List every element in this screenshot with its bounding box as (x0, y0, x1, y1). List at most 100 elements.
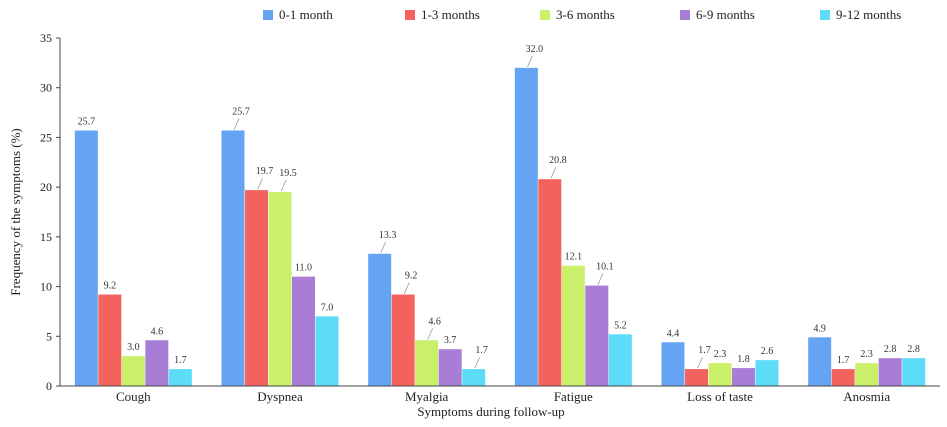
y-tick-label: 25 (40, 130, 52, 144)
data-label: 1.7 (475, 345, 488, 356)
data-label: 19.7 (256, 166, 274, 177)
data-label: 25.7 (232, 106, 250, 117)
x-axis-title: Symptoms during follow-up (417, 404, 564, 419)
data-label: 3.0 (127, 342, 140, 353)
data-label: 25.7 (78, 116, 96, 127)
data-label: 2.6 (761, 346, 774, 357)
legend-item: 1-3 months (405, 7, 480, 22)
label-leader (257, 177, 263, 190)
legend-label: 0-1 month (279, 7, 333, 22)
legend-label: 9-12 months (836, 7, 901, 22)
x-tick-label: Anosmia (843, 389, 890, 404)
bar (168, 369, 192, 386)
data-label: 4.6 (151, 326, 164, 337)
y-tick-label: 15 (40, 230, 52, 244)
data-label: 7.0 (321, 302, 334, 313)
bar (292, 276, 315, 386)
y-tick-label: 10 (40, 280, 52, 294)
bar (391, 294, 415, 386)
y-tick-label: 20 (40, 180, 52, 194)
bar (808, 337, 832, 386)
label-leader (403, 282, 410, 294)
data-label: 2.3 (714, 349, 727, 360)
bar (121, 356, 145, 386)
label-leader (527, 55, 533, 67)
y-axis: 0 5 10 15 20 25 30 35 (40, 31, 61, 393)
data-label: 20.8 (549, 155, 567, 166)
x-tick-label: Fatigue (554, 389, 593, 404)
data-label: 10.1 (596, 262, 614, 273)
data-label: 11.0 (295, 263, 312, 274)
data-label: 1.7 (837, 355, 850, 366)
legend-swatch (820, 10, 830, 20)
bar (708, 363, 732, 386)
label-leader (280, 179, 287, 192)
bar (608, 334, 632, 386)
data-label: 1.7 (698, 345, 711, 356)
label-leader (233, 118, 240, 130)
x-tick-label: Loss of taste (687, 389, 753, 404)
bars (74, 67, 926, 386)
x-axis: Cough Dyspnea Myalgia Fatigue Loss of taste A… (60, 385, 940, 404)
data-label: 4.6 (428, 316, 441, 327)
legend-item: 9-12 months (820, 7, 901, 22)
label-leader (380, 241, 387, 253)
bar (221, 130, 245, 386)
data-labels: 25.7 9.2 3.0 4.6 1.7 25.7 19.7 19.5 11.0 7.0 13.3 9… (78, 44, 920, 366)
legend-swatch (405, 10, 415, 20)
bar (145, 340, 169, 386)
data-label: 1.8 (737, 354, 750, 365)
data-label: 4.4 (667, 328, 680, 339)
bar (368, 253, 392, 386)
bar (755, 360, 779, 386)
label-leader (474, 356, 481, 369)
bar (585, 285, 609, 386)
data-label: 2.8 (907, 344, 920, 355)
y-axis-title: Frequency of the symptoms (%) (8, 128, 23, 296)
data-label: 3.7 (444, 335, 457, 346)
y-tick-label: 0 (46, 379, 52, 393)
legend-label: 1-3 months (421, 7, 480, 22)
data-label: 2.3 (860, 349, 873, 360)
legend-item: 6-9 months (680, 7, 755, 22)
x-tick-label: Cough (116, 389, 151, 404)
label-leader (697, 356, 703, 369)
bar (74, 130, 98, 386)
bar (661, 342, 685, 386)
label-leader (427, 328, 434, 340)
bar (438, 349, 462, 386)
bar (561, 265, 585, 386)
data-label: 32.0 (526, 44, 544, 55)
legend-swatch (680, 10, 690, 20)
bar (514, 67, 538, 386)
data-label: 5.2 (614, 320, 627, 331)
x-tick-label: Dyspnea (257, 389, 303, 404)
bar (98, 294, 122, 386)
legend-label: 6-9 months (696, 7, 755, 22)
bar (268, 192, 292, 386)
bar (855, 363, 879, 386)
bar (831, 369, 855, 386)
bar (685, 369, 708, 386)
legend: 0-1 month 1-3 months 3-6 months 6-9 months 9… (263, 7, 901, 22)
legend-item: 0-1 month (263, 7, 333, 22)
label-leader (550, 167, 557, 179)
data-label: 19.5 (279, 168, 297, 179)
bar (415, 340, 439, 386)
data-label: 9.2 (405, 271, 418, 282)
data-label: 1.7 (174, 355, 187, 366)
y-tick-label: 35 (40, 31, 52, 45)
legend-swatch (263, 10, 273, 20)
bar (538, 179, 562, 386)
bar (732, 368, 755, 386)
data-label: 4.9 (813, 323, 826, 334)
y-tick-label: 5 (46, 329, 52, 343)
legend-label: 3-6 months (556, 7, 615, 22)
label-leader (597, 273, 604, 285)
bar (315, 316, 339, 386)
data-label: 9.2 (104, 281, 117, 292)
label-leader-lines (233, 55, 703, 369)
bar (245, 190, 268, 386)
data-label: 13.3 (379, 230, 397, 241)
